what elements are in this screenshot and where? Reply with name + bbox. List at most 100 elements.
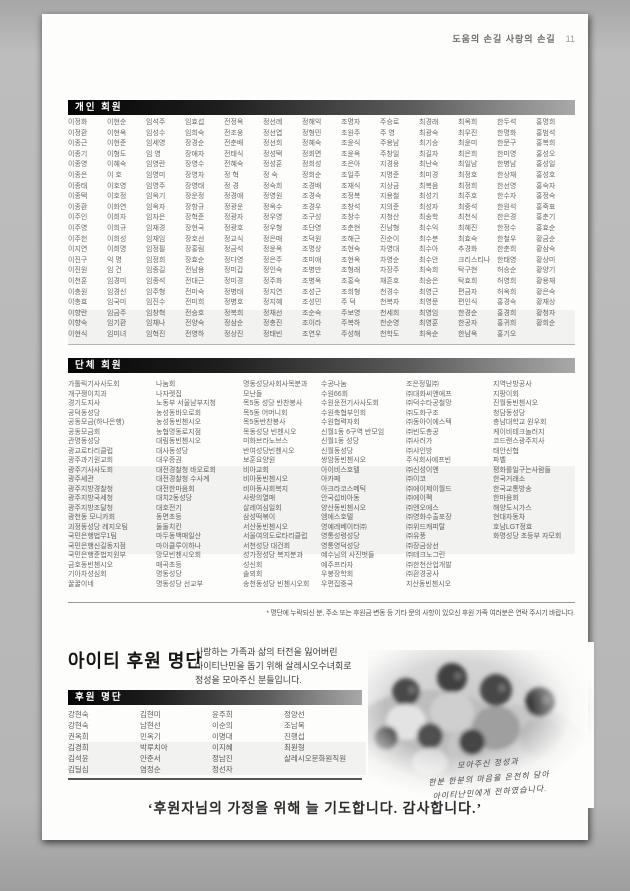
member-name: 임 건 [107,267,122,275]
member-name: 최숙희 [419,267,439,275]
member-name: 대호전기 [156,504,182,512]
member-name: 황청자 [536,309,556,317]
member-name: 탁구현 [458,267,478,275]
member-name: 케이비테크놀러지 [493,428,545,436]
name-column: 지역난방공사 지팡이회 진월동빈첸시오 청담동성당 충남대학교 원우회 케이비테크놀러지 코… [493,380,575,589]
member-name: 이종은 [68,171,88,179]
member-name: 홍정숙 [536,193,556,201]
member-name: 한병남 [497,161,517,169]
member-name: ㈜빈도총공 [406,428,439,436]
member-name: 임진수 [146,299,166,307]
individual-members-title: 개인 회원 [75,102,123,113]
member-name: 대전한마음회 [156,485,195,493]
member-name: 영통영덕성당 [321,542,360,550]
member-name: 최수안 [419,256,439,264]
member-name: 동면초등 [156,514,182,521]
member-name: 임창혁 [146,309,166,317]
member-name: 최수아 [419,246,439,254]
name-column: 최옥희 최우진 최윤미 최은희 최일남 최정호 최정희 최주호 최중석 최천식 최혜진 최효숙 추경화 크… [458,118,497,340]
member-name: 박루치아 [140,743,168,752]
member-name: 황은숙 [536,288,556,296]
member-name: 한명화 [497,129,517,137]
member-name: 장항규 [185,203,205,211]
member-name: 정옥수 [263,203,283,211]
member-name: 대우증권 [156,457,182,464]
member-name: 수원축협부인회 [321,409,367,417]
member-name: 전조웅 [224,129,244,137]
divider-line [68,344,575,345]
member-name: 진월동빈첸시오 [493,400,539,407]
member-name: 한태영 [497,256,517,264]
member-name: 정충진 [263,320,283,328]
member-name: 농성동바오로회 [156,409,202,417]
member-name: 파벨 [493,457,506,464]
member-name: 이지혜 [212,743,233,752]
member-name: 한상재 [497,171,517,179]
member-name: ㈜엔오에스 [406,504,439,512]
member-name: 최천식 [458,214,478,222]
member-name: 정교식 [224,235,244,243]
member-name: 한문구 [497,140,517,148]
member-name: 홍명희 [536,119,556,126]
organization-members-table: 가톨릭기사사도회 개구쟁이치과 경기도지사 공덕동성당 공동모금(하나은행) 공동모금회 관… [68,380,575,589]
member-name: 장영태 [185,182,205,190]
member-name: 이호정 [107,193,127,201]
member-name: 홍숙자 [536,182,556,190]
member-name: 이천훈 [68,277,88,285]
name-column: 임석주 임성수 임세영 임 영 임영란 임영미 임영주 임옥기 임옥자 임자은 임재경 임재임 임정필 임… [146,118,185,340]
member-name: 광교로타리클럽 [68,447,114,455]
member-name: ㈜이코 [406,476,426,483]
member-name: 공동모금(하나은행) [68,419,125,426]
member-name: 이희자 [107,214,127,222]
member-name: ㈜대화씨앤에프 [406,390,452,398]
member-name: 이진원 [68,267,88,275]
member-name: 김딜심 [68,765,89,774]
member-name: ㈜영화수출포장 [406,514,452,521]
member-name: 정해익 [302,119,322,126]
member-name: 장홍림 [185,246,205,254]
member-name: ㈜동아이에스텍 [406,419,452,426]
member-name: 비아교회 [243,466,269,474]
member-name: 정선희 [263,140,283,148]
member-name: 명동성당 [156,571,182,578]
member-name: 성신회 [243,561,263,569]
member-name: 전영하 [185,330,205,338]
member-name: 수원협력자회 [321,419,360,426]
member-name: 정미갑 [224,267,244,275]
member-name: 장경순 [185,140,205,148]
member-name: 지경웅 [380,161,400,169]
member-name: 진남형 [380,224,400,232]
member-name: 서천성당 대건회 [243,542,291,550]
member-name: 천순영 [380,320,400,328]
member-name: 조경우 [302,203,322,211]
supporter-names-table: 강현숙 강현숙 권옥희 김경희 김석윤 김딜심 김현미 남현선 민옥기 박루치아 안준서 염정순 윤주희… [68,709,362,780]
member-name: 조경배 [302,182,322,190]
haiti-section-title: 아이티 후원 명단 [68,651,203,671]
member-name: 김석윤 [68,754,89,763]
member-name: 모난돌 [243,390,263,398]
supporter-list-header-bar: 후원 명단 [68,690,362,705]
member-name: 조단영 [302,224,322,232]
member-name: 편금자 [458,288,478,296]
member-name: 전춘배 [224,140,244,148]
member-name: 금호동빈첸시오 [68,561,114,569]
member-name: 정회면 [302,150,322,158]
member-name: 이주헌 [68,235,88,243]
member-name: 아카페 [321,476,341,483]
member-name: 염정순 [140,765,161,774]
member-name: 홍성호 [536,171,556,179]
member-name: 전미숙 [185,288,205,296]
member-name: 이순의 [212,721,233,730]
member-name: 임세영 [146,140,166,148]
member-name: 홍효순 [536,224,556,232]
member-name: 농협명동로지점 [156,428,202,436]
member-name: 가톨릭기사사도회 [68,381,120,388]
member-name: 전태식 [224,150,244,158]
member-name: 최길자 [419,150,439,158]
member-name: 황금순 [536,235,556,243]
member-name: 민옥기 [140,732,161,741]
member-name: 신월1동 성당 [321,438,360,445]
member-name: 대사동성당 [156,447,189,455]
member-name: 수원운전기사사도회 [321,400,379,407]
member-name: 장애자 [185,150,205,158]
